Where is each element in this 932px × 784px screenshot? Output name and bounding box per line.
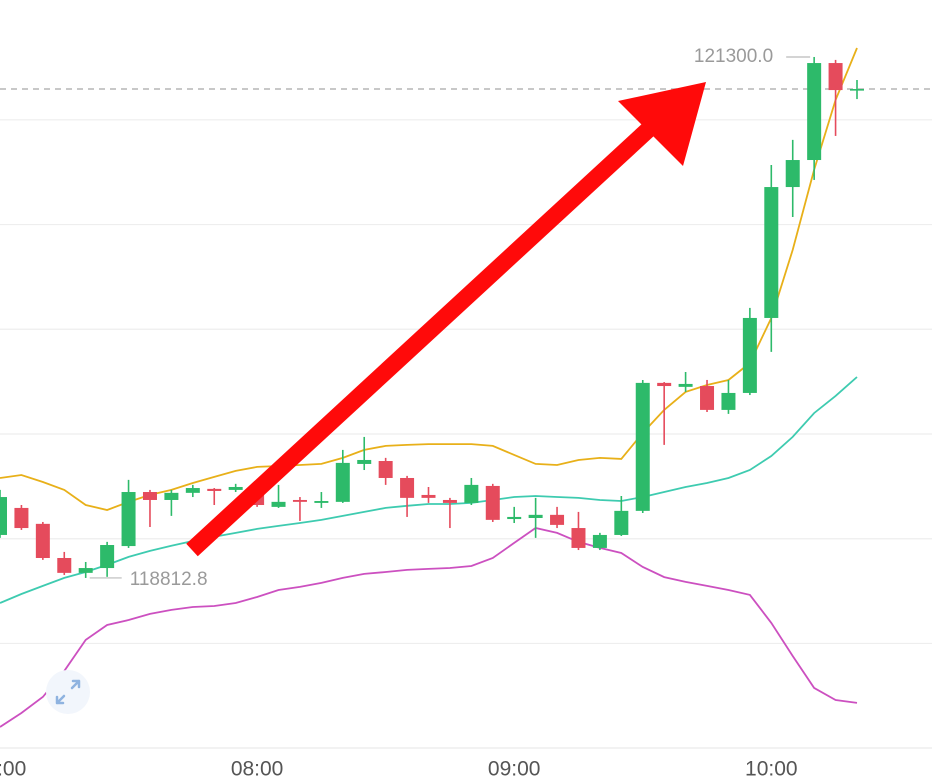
overlay-line xyxy=(0,47,858,511)
candle-body xyxy=(507,516,522,520)
candle-body xyxy=(635,382,650,511)
candle-body xyxy=(442,499,457,503)
overlay-line xyxy=(0,527,858,728)
candle-body xyxy=(164,492,179,500)
candle-body xyxy=(35,523,50,558)
candle-body xyxy=(314,501,329,503)
candle-body xyxy=(657,382,672,387)
candle-body xyxy=(742,317,757,393)
candle-body xyxy=(57,557,72,573)
candle-body xyxy=(0,497,7,535)
icon-bg xyxy=(46,670,90,714)
icon-arrows xyxy=(55,679,81,705)
candle-body xyxy=(528,514,543,518)
candle-body xyxy=(357,459,372,464)
candle-body xyxy=(292,499,307,502)
annotation-label: 121300.0 xyxy=(694,46,773,67)
candle-body xyxy=(378,461,393,478)
candle-body xyxy=(614,510,629,535)
candle-body xyxy=(14,507,29,529)
candle-body xyxy=(807,63,822,161)
overlay-line xyxy=(0,376,858,604)
candle-body xyxy=(550,514,565,525)
candle-body xyxy=(335,462,350,502)
candle-body xyxy=(678,383,693,387)
x-tick-label: 10:00 xyxy=(745,758,798,781)
candle-body xyxy=(571,528,586,548)
candle-body xyxy=(850,89,864,91)
candle-body xyxy=(700,386,715,410)
candles xyxy=(0,56,864,578)
x-tick-label: 09:00 xyxy=(488,758,541,781)
candle-body xyxy=(271,501,286,507)
candle-body xyxy=(121,492,136,547)
candle-body xyxy=(78,568,93,573)
arrow-head xyxy=(618,82,706,166)
candle-body xyxy=(207,488,222,491)
expand-icon[interactable] xyxy=(46,670,90,714)
candle-body xyxy=(764,187,779,318)
trend-arrow xyxy=(186,82,706,557)
candle-body xyxy=(421,494,436,498)
candle-body xyxy=(828,63,843,91)
labels: 07:00 08:00 09:00 10:00 121300.0 118812.8 xyxy=(0,46,811,781)
candle-body xyxy=(228,486,243,490)
candle-body xyxy=(142,492,157,500)
candle-body xyxy=(100,545,115,569)
arrow-shaft xyxy=(186,121,656,557)
candle-body xyxy=(464,484,479,503)
candle-body xyxy=(592,534,607,548)
annotation-label: 118812.8 xyxy=(130,569,208,590)
candle-body xyxy=(721,392,736,410)
x-tick-label: 08:00 xyxy=(231,758,284,781)
overlay-lines xyxy=(0,47,932,728)
candle-body xyxy=(185,488,200,493)
candle-body xyxy=(485,485,500,520)
candle-body xyxy=(785,160,800,188)
candle-body xyxy=(400,477,415,498)
grid xyxy=(0,119,932,645)
x-tick-label: 07:00 xyxy=(0,758,26,781)
